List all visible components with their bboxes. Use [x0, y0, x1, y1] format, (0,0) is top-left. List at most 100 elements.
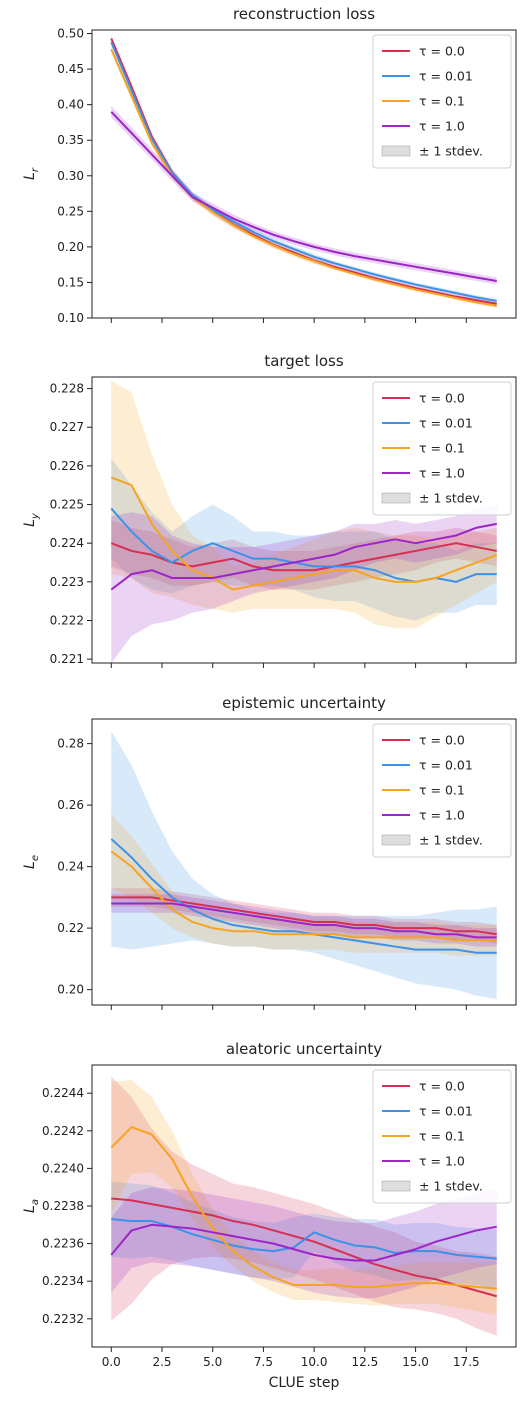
- legend: τ = 0.0 τ = 0.01 τ = 0.1 τ = 1.0 ± 1 stdev.: [372, 723, 512, 858]
- stdev-band: [111, 888, 497, 944]
- series-line: [111, 896, 497, 936]
- legend: τ = 0.0 τ = 0.01 τ = 0.1 τ = 1.0 ± 1 stdev.: [372, 34, 512, 169]
- legend-label: τ = 0.0: [419, 391, 465, 406]
- series-line: [110, 476, 498, 591]
- y-tick-label: 0.20: [57, 240, 84, 254]
- stdev-band: [111, 520, 497, 590]
- series-line: [110, 522, 497, 591]
- series-line: [110, 838, 497, 954]
- legend-label: τ = 0.1: [419, 1129, 465, 1144]
- x-tick-label: 12.5: [352, 1355, 379, 1369]
- legend-band-swatch: [381, 1180, 411, 1192]
- legend: τ = 0.0 τ = 0.01 τ = 0.1 τ = 1.0 ± 1 stdev.: [372, 381, 512, 516]
- stdev-band: [111, 106, 497, 285]
- y-axis-label-symbol: L: [22, 1205, 38, 1213]
- y-axis-label-subscript: r: [30, 167, 41, 172]
- chart-title: reconstruction loss: [233, 5, 375, 23]
- y-tick-label: 0.40: [57, 98, 84, 112]
- legend-label: τ = 1.0: [419, 808, 465, 823]
- x-tick-label: 7.5: [254, 1355, 273, 1369]
- y-axis-label-symbol: L: [22, 861, 38, 869]
- legend-band-label: ± 1 stdev.: [419, 1179, 483, 1194]
- y-axis-label-subscript: y: [30, 512, 41, 520]
- legend-label: τ = 0.01: [419, 758, 473, 773]
- legend-label: τ = 0.0: [419, 44, 465, 59]
- y-tick-label: 0.226: [50, 459, 84, 473]
- legend-box: [372, 723, 512, 858]
- legend-box: [372, 1069, 512, 1204]
- legend-band-swatch: [381, 492, 411, 504]
- stdev-band: [111, 380, 497, 629]
- chart-title: epistemic uncertainty: [222, 694, 386, 712]
- legend-box: [372, 381, 512, 516]
- legend-label: τ = 0.0: [419, 733, 465, 748]
- axes-frame: [91, 376, 517, 664]
- legend-label: τ = 1.0: [419, 466, 465, 481]
- y-axis-label-subscript: e: [30, 855, 41, 861]
- axes-frame: [91, 718, 517, 1006]
- legend-band-label: ± 1 stdev.: [419, 833, 483, 848]
- y-tick-label: 0.228: [50, 382, 84, 396]
- y-tick-label: 0.24: [57, 860, 84, 874]
- y-tick-label: 0.35: [57, 133, 84, 147]
- legend-label: τ = 0.1: [419, 94, 465, 109]
- legend-band-label: ± 1 stdev.: [419, 491, 483, 506]
- series-line: [110, 542, 497, 572]
- stdev-band: [111, 504, 497, 663]
- x-tick-label: 5.0: [203, 1355, 222, 1369]
- chart-title: aleatoric uncertainty: [226, 1040, 382, 1058]
- legend-label: τ = 0.01: [419, 1104, 473, 1119]
- legend-band-label: ± 1 stdev.: [419, 144, 483, 159]
- y-tick-label: 0.225: [50, 498, 84, 512]
- chart-panel-1: reconstruction loss 0.10 0.15 0.20 0.25 0.30 0…: [22, 5, 517, 325]
- series-line: [111, 902, 497, 939]
- y-axis-label-symbol: L: [22, 519, 38, 527]
- x-tick-label: 17.5: [453, 1355, 480, 1369]
- y-tick-label: 0.30: [57, 169, 84, 183]
- x-tick-label: 2.5: [152, 1355, 171, 1369]
- legend: τ = 0.0 τ = 0.01 τ = 0.1 τ = 1.0 ± 1 stdev.: [372, 1069, 512, 1204]
- series-line: [110, 111, 497, 283]
- y-tick-label: 0.22: [57, 921, 84, 935]
- y-tick-label: 0.50: [57, 27, 84, 41]
- chart-title: target loss: [264, 352, 344, 370]
- y-axis-label: Ly: [22, 512, 41, 527]
- legend-label: τ = 0.01: [419, 416, 473, 431]
- legend-label: τ = 1.0: [419, 1154, 465, 1169]
- x-tick-label: 0.0: [102, 1355, 121, 1369]
- y-tick-label: 0.2238: [42, 1199, 84, 1213]
- series-line: [110, 1126, 497, 1290]
- y-tick-label: 0.2242: [42, 1124, 84, 1138]
- chart-panel-3: epistemic uncertainty 0.20 0.22 0.24 0.26 0.2…: [22, 694, 517, 1010]
- y-axis-label: Lr: [22, 167, 41, 180]
- y-axis-label-subscript: a: [30, 1199, 41, 1205]
- y-tick-label: 0.2244: [42, 1086, 84, 1100]
- axes-frame: [91, 29, 517, 319]
- y-tick-label: 0.28: [57, 737, 84, 751]
- legend-band-swatch: [381, 834, 411, 846]
- y-axis-label: La: [22, 1199, 41, 1213]
- y-tick-label: 0.25: [57, 204, 84, 218]
- stdev-band: [111, 1181, 497, 1289]
- y-tick-label: 0.20: [57, 983, 84, 997]
- y-tick-label: 0.2240: [42, 1161, 84, 1175]
- y-tick-label: 0.227: [50, 420, 84, 434]
- y-tick-label: 0.221: [50, 652, 84, 666]
- legend-label: τ = 1.0: [419, 119, 465, 134]
- x-tick-label: 10.0: [301, 1355, 328, 1369]
- x-axis-label: CLUE step: [269, 1375, 340, 1391]
- chart-panel-4: aleatoric uncertainty 0.2232 0.2234 0.2236 0…: [22, 1040, 517, 1391]
- stdev-band: [111, 38, 497, 304]
- series-line: [110, 850, 497, 942]
- y-tick-label: 0.222: [50, 613, 84, 627]
- stdev-band: [111, 1080, 497, 1316]
- y-axis-label-symbol: L: [22, 172, 38, 180]
- y-tick-label: 0.26: [57, 798, 84, 812]
- legend-label: τ = 0.0: [419, 1079, 465, 1094]
- series-line: [110, 1223, 497, 1262]
- y-tick-label: 0.10: [57, 311, 84, 325]
- y-tick-label: 0.45: [57, 62, 84, 76]
- legend-label: τ = 0.1: [419, 783, 465, 798]
